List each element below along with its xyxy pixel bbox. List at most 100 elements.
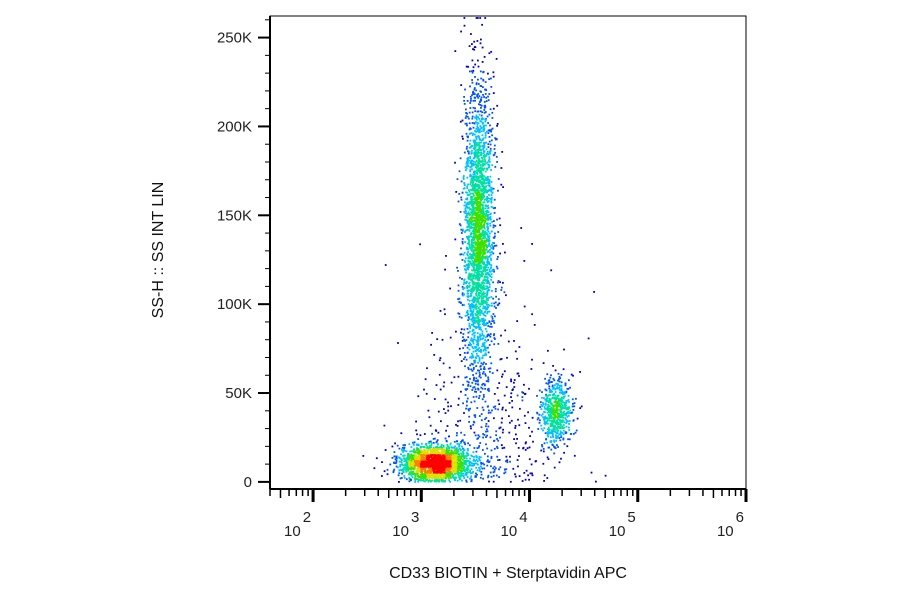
data-point — [489, 275, 492, 277]
data-point — [563, 429, 565, 432]
data-point — [486, 205, 488, 208]
data-point — [463, 477, 466, 479]
data-point — [558, 413, 561, 415]
data-point — [483, 467, 486, 470]
data-point — [492, 226, 495, 229]
data-point — [482, 371, 485, 373]
data-point — [464, 231, 466, 233]
data-point — [484, 207, 487, 210]
data-point — [558, 378, 560, 381]
data-point — [414, 450, 416, 453]
data-point — [490, 230, 493, 233]
data-point — [395, 456, 398, 459]
data-point — [492, 297, 494, 300]
data-point — [469, 169, 472, 171]
data-point — [461, 135, 464, 138]
data-point — [486, 303, 489, 306]
data-point — [475, 89, 478, 92]
data-point — [478, 264, 480, 267]
data-point — [474, 161, 477, 164]
data-point — [490, 302, 493, 305]
data-point — [488, 160, 491, 163]
data-point — [558, 400, 561, 402]
data-point — [547, 414, 550, 416]
data-point — [547, 399, 549, 402]
data-point — [440, 479, 443, 482]
data-point — [435, 476, 438, 479]
data-point — [559, 377, 562, 380]
data-point — [410, 468, 412, 471]
data-point — [474, 149, 477, 152]
data-point — [407, 454, 409, 457]
data-point — [490, 247, 493, 249]
data-point — [477, 135, 480, 137]
data-point — [448, 452, 451, 455]
data-point — [408, 471, 411, 474]
data-point — [454, 445, 457, 448]
data-point — [476, 142, 478, 144]
data-point — [471, 206, 474, 209]
data-point — [453, 469, 456, 471]
data-point — [552, 388, 554, 390]
data-point — [454, 464, 456, 466]
data-point — [427, 447, 430, 450]
data-point — [449, 477, 452, 479]
data-point — [417, 452, 420, 455]
data-point — [463, 281, 466, 283]
data-point — [476, 206, 479, 209]
data-point — [471, 253, 474, 256]
data-point — [568, 423, 570, 425]
data-point — [460, 468, 463, 470]
data-point — [472, 224, 475, 226]
data-point — [481, 145, 484, 148]
data-point — [493, 220, 495, 222]
data-point — [471, 355, 474, 357]
data-point — [494, 151, 497, 154]
data-point — [422, 452, 424, 454]
data-point — [473, 431, 476, 434]
data-point — [490, 465, 492, 468]
data-point — [563, 348, 565, 351]
data-point — [476, 321, 479, 324]
data-point — [484, 300, 487, 303]
data-point — [406, 456, 409, 459]
data-point — [478, 203, 481, 206]
data-point — [477, 210, 480, 213]
data-point — [473, 189, 475, 192]
data-point — [490, 201, 493, 203]
data-point — [558, 402, 560, 405]
data-point — [485, 303, 488, 306]
data-point — [476, 349, 479, 352]
data-point — [463, 151, 466, 154]
data-point — [487, 153, 490, 156]
data-point — [449, 468, 452, 470]
data-point — [478, 151, 481, 154]
data-point — [402, 444, 405, 447]
data-point — [553, 420, 556, 423]
data-point — [417, 438, 420, 440]
data-point — [436, 448, 439, 450]
data-point — [429, 440, 432, 443]
data-point — [471, 236, 474, 239]
data-point — [500, 167, 503, 169]
data-point — [485, 298, 488, 300]
data-point — [478, 224, 481, 227]
data-point — [474, 258, 476, 261]
data-point — [402, 451, 405, 453]
data-point — [437, 477, 440, 480]
data-point — [481, 216, 484, 218]
data-point — [475, 391, 477, 393]
data-point — [477, 127, 479, 129]
data-point — [492, 75, 495, 78]
data-point — [465, 451, 468, 454]
data-point — [518, 475, 521, 477]
data-point — [492, 320, 495, 322]
data-point — [425, 442, 428, 445]
data-point — [436, 449, 439, 452]
data-point — [467, 298, 469, 301]
data-point — [470, 305, 472, 307]
data-point — [484, 314, 487, 317]
data-point — [504, 329, 507, 332]
data-point — [496, 218, 498, 221]
data-point — [475, 231, 478, 233]
